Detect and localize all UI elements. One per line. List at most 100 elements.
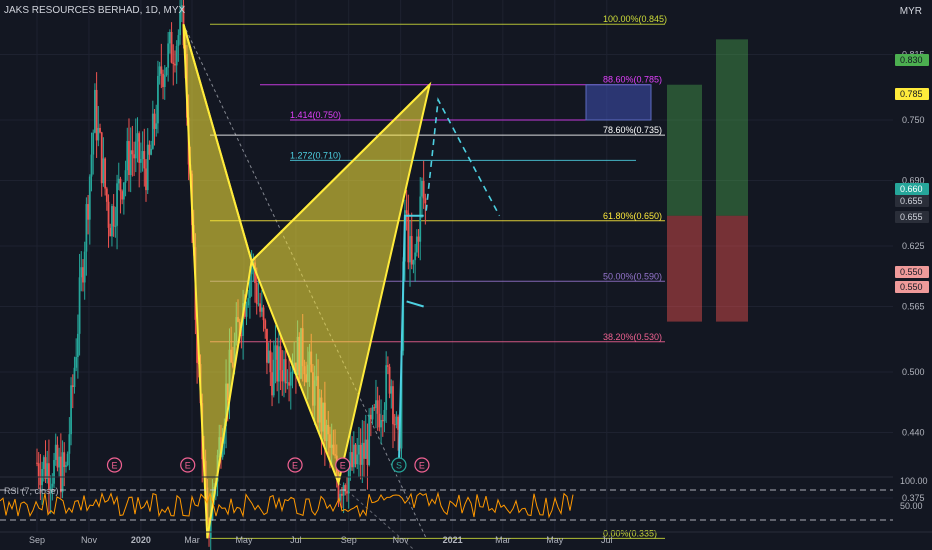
candle-body	[46, 463, 49, 480]
time-tick: 2020	[131, 535, 151, 545]
candle-body	[259, 303, 262, 312]
candle-body	[42, 457, 45, 469]
candle-body	[221, 443, 224, 458]
candle-body	[412, 260, 415, 265]
price-label: 0.655	[900, 212, 923, 222]
candle-body	[354, 444, 357, 465]
time-tick: 2021	[443, 535, 463, 545]
candle-body	[104, 158, 107, 189]
currency-label: MYR	[899, 6, 922, 17]
candle-body	[124, 170, 127, 183]
candle-body	[363, 442, 365, 459]
candle-body	[421, 180, 423, 197]
candle-body	[393, 424, 396, 426]
candle-body	[82, 267, 84, 283]
fib-label: 100.00%(0.845)	[603, 14, 667, 24]
candle-body	[337, 478, 340, 501]
fib-label: 1.414(0.750)	[290, 110, 341, 120]
candle-body	[262, 307, 265, 321]
candle-body	[247, 298, 250, 306]
price-label-bg	[895, 183, 929, 195]
time-tick: Mar	[495, 535, 511, 545]
candle-body	[380, 420, 382, 428]
rsi-line	[0, 491, 574, 519]
candle-body	[128, 141, 130, 176]
candle-body	[158, 66, 161, 76]
candle-body	[383, 409, 386, 422]
candle-body	[371, 407, 374, 420]
candle-body	[174, 63, 176, 66]
candle-body	[37, 463, 40, 477]
candle-body	[36, 462, 38, 464]
candle-body	[58, 456, 61, 468]
candle-body	[44, 457, 47, 480]
price-label: 0.830	[900, 55, 923, 65]
candle-body	[397, 416, 399, 430]
price-label-bg	[895, 195, 929, 207]
candle-body	[373, 407, 376, 409]
candle-body	[78, 277, 81, 334]
candle-body	[85, 204, 88, 252]
candle-body	[92, 132, 95, 155]
dashed-diagonal	[338, 482, 416, 550]
candle-body	[153, 113, 156, 129]
candle-body	[400, 350, 403, 449]
candle-body	[339, 493, 342, 501]
stop-zone	[716, 215, 748, 322]
candle-body	[352, 444, 355, 468]
price-axis[interactable]: 0.8750.8150.7500.6900.6250.5650.5000.440…	[893, 0, 932, 550]
candle-body	[94, 89, 96, 133]
candle-body	[272, 359, 275, 396]
candle-body	[410, 236, 413, 265]
candle-body	[111, 206, 113, 237]
candle-body	[180, 5, 183, 12]
candle-body	[63, 452, 66, 468]
harmonic-pattern[interactable]	[182, 23, 432, 539]
candle-body	[286, 382, 289, 384]
time-axis[interactable]: Sep Nov 2020 Mar May Jul Sep Nov 2021 Mar May Jul	[0, 531, 932, 545]
candle-body	[388, 366, 391, 394]
price-label-bg	[895, 211, 929, 223]
candle-body	[390, 386, 393, 394]
candle-body	[376, 400, 379, 414]
price-label: 0.655	[900, 196, 923, 206]
candle-body	[70, 385, 72, 435]
prz-box	[585, 84, 652, 121]
candle-body	[196, 319, 199, 363]
candle-body	[264, 320, 267, 329]
candle-body	[167, 43, 170, 68]
event-label: S	[396, 461, 402, 471]
candle-body	[51, 483, 54, 487]
candle-body	[344, 485, 347, 492]
fib-label: 88.60%(0.785)	[603, 75, 662, 85]
candle-body	[95, 89, 98, 141]
position-boxes[interactable]	[397, 39, 748, 463]
symbol-title: JAKS RESOURCES BERHAD, 1D, MYX	[4, 5, 186, 16]
candle-body	[146, 144, 149, 191]
candle-body	[405, 210, 408, 214]
candle-body	[254, 262, 256, 284]
rsi-tick: 100.00	[900, 476, 928, 486]
candle-body	[368, 414, 371, 465]
target-zone	[667, 84, 702, 216]
projection-path	[425, 97, 501, 217]
pattern-leg-xb	[182, 23, 253, 262]
candle-body	[358, 444, 360, 455]
candle-body	[209, 519, 212, 538]
candle-body	[155, 123, 158, 129]
candle-body	[83, 251, 86, 283]
candle-body	[121, 191, 124, 200]
candle-body	[112, 206, 115, 227]
fib-levels: 100.00%(0.845) 88.60%(0.785) 1.414(0.750) 7…	[210, 14, 667, 539]
time-tick: Nov	[393, 535, 410, 545]
candle-body	[163, 75, 166, 88]
time-tick: Mar	[184, 535, 200, 545]
price-tick: 0.500	[902, 367, 925, 377]
price-label-bg	[895, 281, 929, 293]
candle-body	[386, 365, 389, 367]
candle-body	[291, 371, 294, 373]
candle-body	[414, 252, 417, 261]
time-tick: May	[546, 535, 564, 545]
